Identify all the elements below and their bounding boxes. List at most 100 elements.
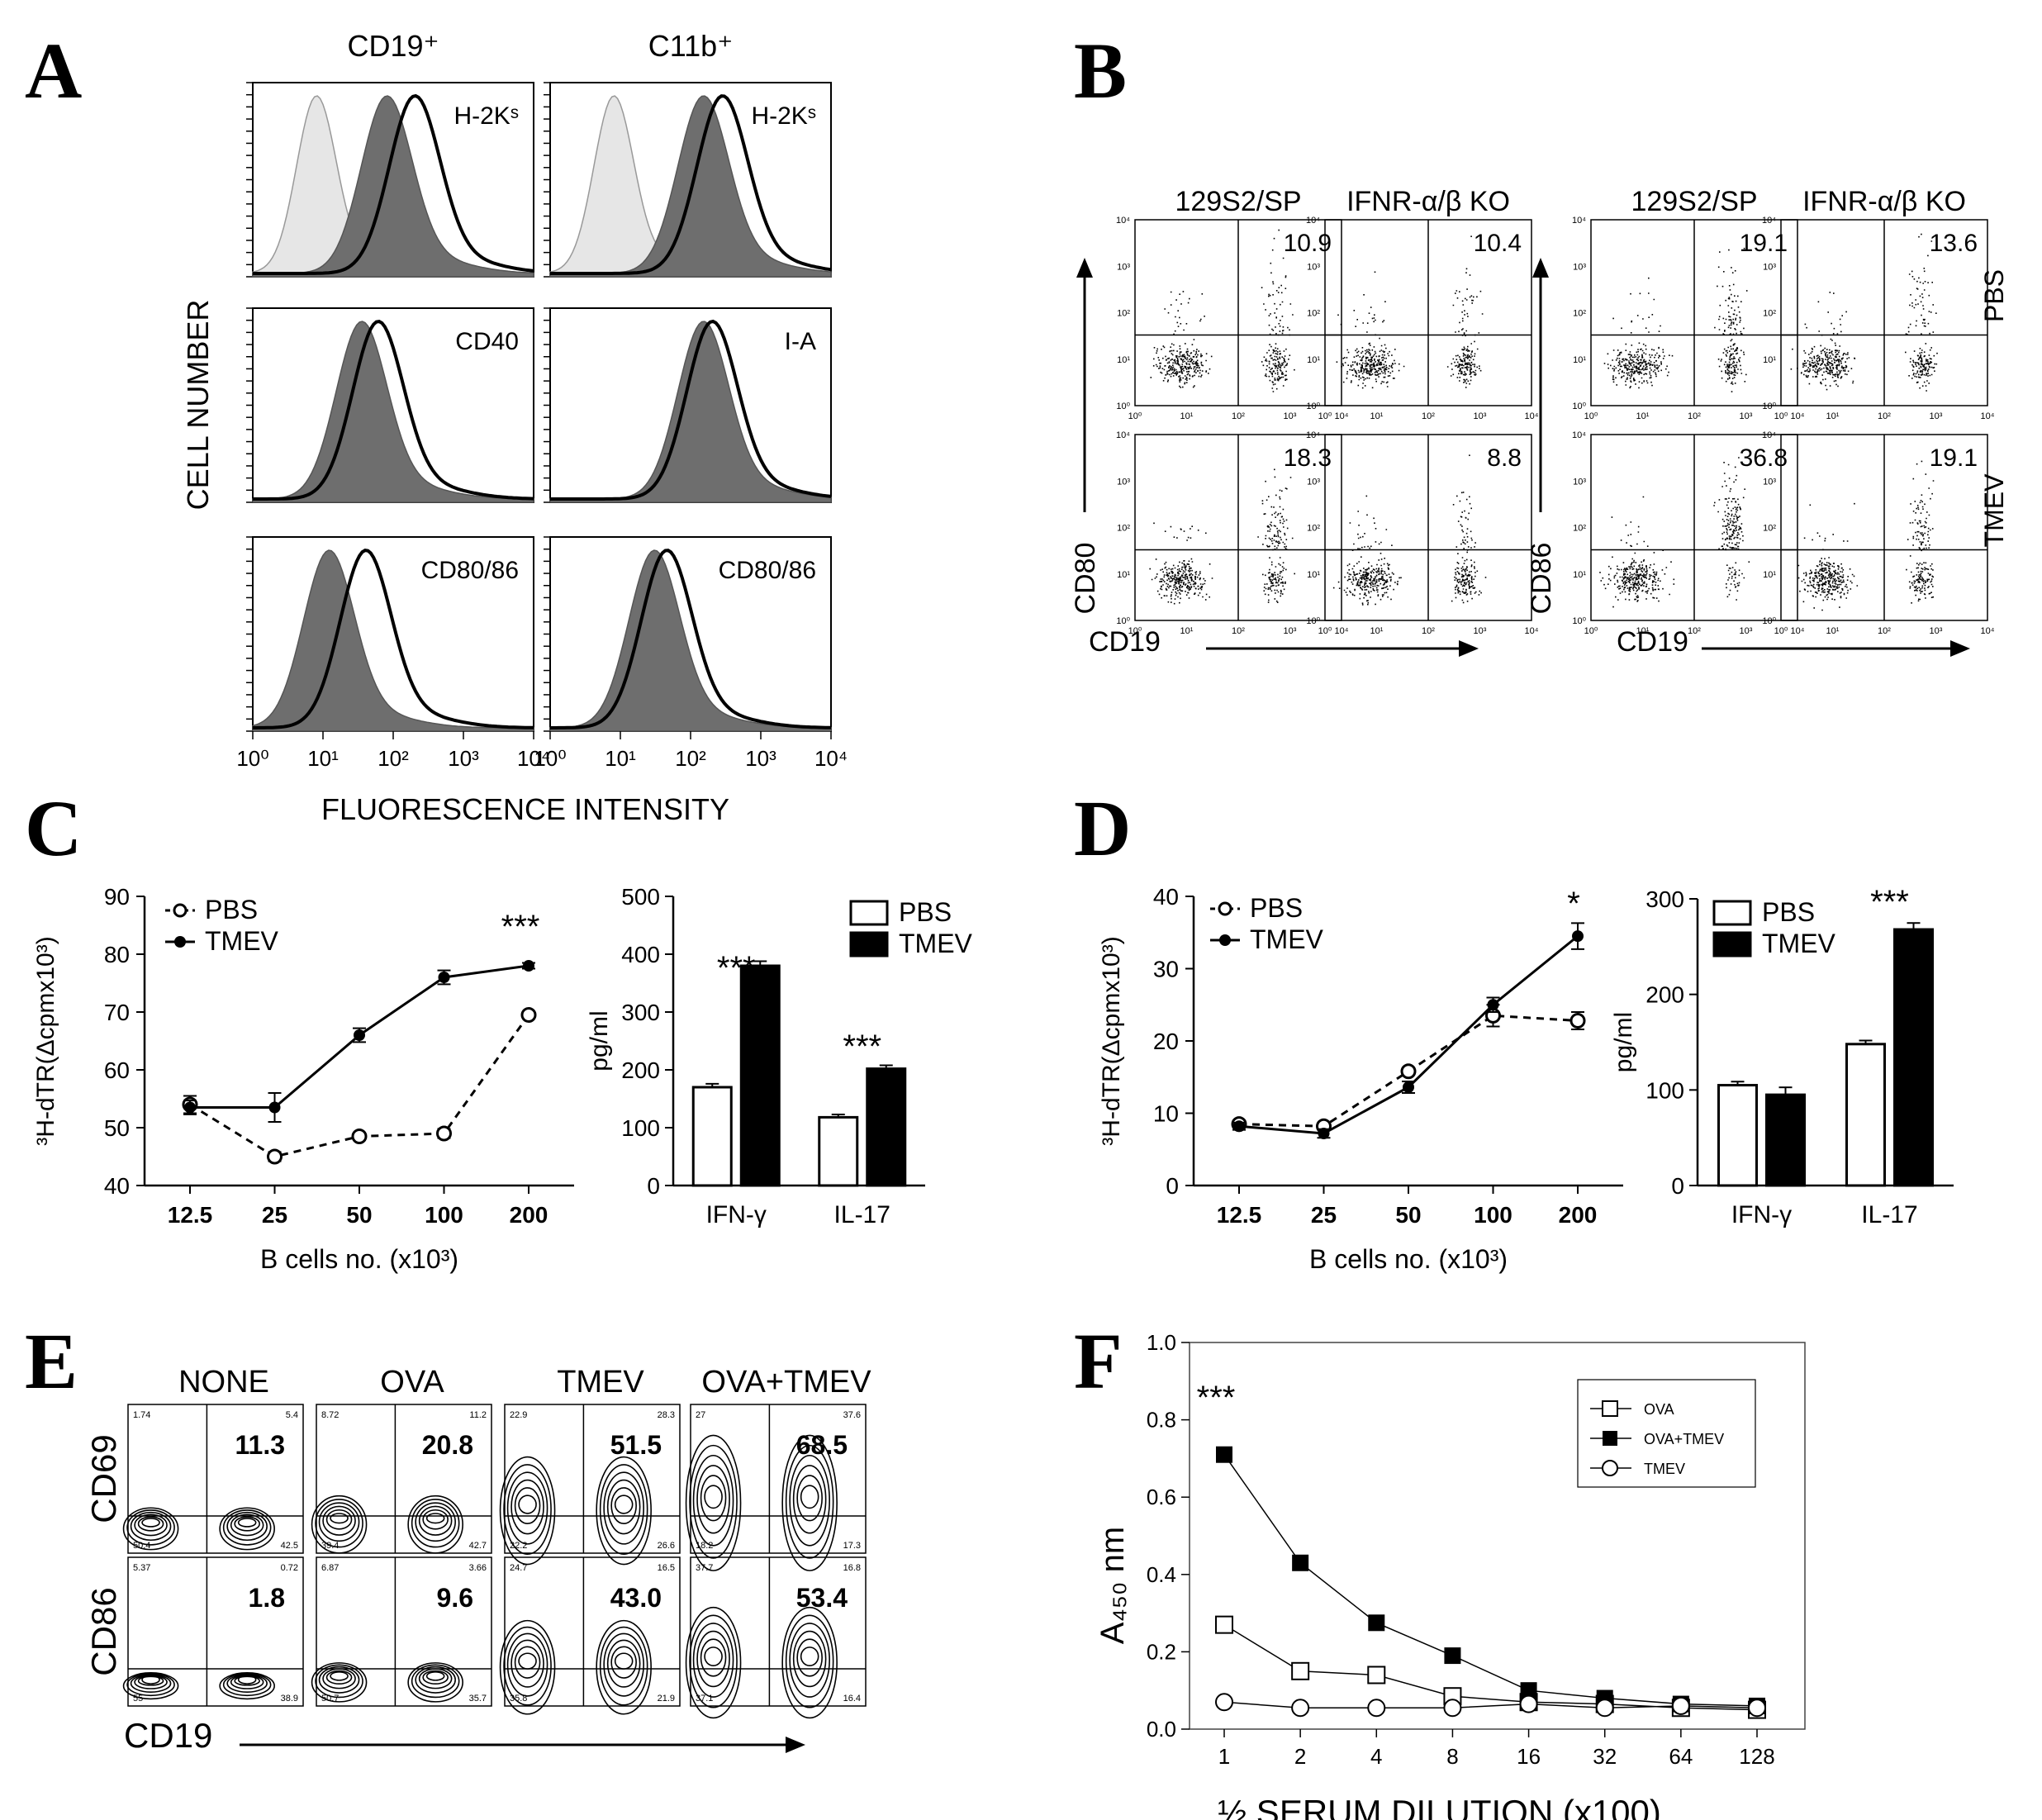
- y-tick-label: 10⁴: [1306, 430, 1320, 440]
- y-tick-label: 10¹: [1307, 570, 1320, 580]
- y-tick-label: 300: [621, 1000, 660, 1025]
- bar-tmev: [739, 964, 781, 1187]
- quadrant-corner-value: 3.66: [469, 1563, 487, 1573]
- histogram-cd19-cd80-86: CD80/86 10⁰ 10¹ 10² 10³ 10⁴: [236, 536, 550, 771]
- panel-c-line-line-chart: 40 50 60 70 80 90 12.5 25 50 100 200 ³H-dTR(Δcpmx10…: [32, 884, 574, 1274]
- contour-level: [789, 1623, 830, 1698]
- contour-level: [792, 1465, 827, 1534]
- contour-level: [506, 1471, 548, 1545]
- contour-level: [792, 1630, 827, 1688]
- x-tick-label: 10⁰: [1318, 626, 1332, 636]
- y-tick-label: 0.2: [1147, 1639, 1176, 1664]
- x-tick-label: 10⁰: [1774, 411, 1788, 421]
- histogram-open-curve: [550, 319, 832, 501]
- y-tick-label: 10⁰: [1762, 616, 1776, 626]
- y-tick-label: 10²: [1763, 309, 1776, 319]
- histogram-marker-label: CD80/86: [421, 557, 519, 584]
- contour-level: [126, 1509, 175, 1546]
- data-point: [1520, 1682, 1537, 1699]
- quadrant-corner-value: 37.1: [696, 1694, 713, 1704]
- quadrant-corner-value: 50.4: [133, 1541, 150, 1551]
- contour-level: [692, 1454, 734, 1547]
- data-point: [1367, 1666, 1386, 1685]
- contour-level: [800, 1647, 819, 1666]
- panel-b-column-title: 129S2/SP: [1631, 186, 1757, 217]
- y-tick-label: 10⁴: [1306, 216, 1320, 226]
- y-axis-label: pg/ml: [586, 1010, 613, 1071]
- contour-level: [230, 1675, 264, 1689]
- contour-frame: [127, 1556, 304, 1707]
- contour-frame: [127, 1404, 304, 1554]
- panel-e-column-title: TMEV: [557, 1365, 644, 1399]
- contour-level: [315, 1499, 363, 1548]
- y-tick-label: 0: [647, 1173, 660, 1199]
- contour-level: [130, 1511, 172, 1542]
- contour-plot-cd69-tmev: 22.9 28.3 22.2 26.6 51.5: [499, 1404, 681, 1566]
- panel-b-row-label: PBS: [1979, 269, 2009, 322]
- series-line: [1223, 1701, 1758, 1709]
- x-tick-label: 10¹: [605, 746, 636, 771]
- contour-frame: [316, 1404, 492, 1554]
- data-point: [436, 1125, 452, 1142]
- panel-e-x-arrow-head: [786, 1737, 805, 1753]
- data-point: [1292, 1554, 1309, 1571]
- contour-level: [325, 1670, 353, 1685]
- y-tick-label: 50: [104, 1115, 130, 1141]
- x-tick-label: 10²: [378, 746, 409, 771]
- x-tick-label: 10²: [1878, 626, 1891, 636]
- legend-label-tmev: TMEV: [205, 926, 279, 956]
- panel-b: 129S2/SP IFNR-α/β KO 129S2/SP IFNR-α/β KO PB…: [1070, 186, 2009, 658]
- x-tick-label: 10³: [448, 746, 479, 771]
- scatter-points: [1332, 454, 1487, 606]
- x-tick-label: IFN-γ: [1731, 1201, 1792, 1228]
- contour-level: [499, 1456, 556, 1566]
- y-tick-label: 10¹: [1763, 570, 1776, 580]
- histogram-open-curve: [253, 93, 534, 275]
- contour-level: [599, 1464, 648, 1556]
- y-tick-label: 200: [1645, 982, 1684, 1008]
- y-tick-label: 10²: [1763, 524, 1776, 534]
- x-tick-label: 10³: [1930, 626, 1943, 636]
- contour-frame: [316, 1556, 492, 1707]
- histogram-open-curve: [253, 549, 534, 729]
- y-tick-label: 10⁴: [1116, 430, 1130, 440]
- contour-level: [781, 1434, 838, 1571]
- bar-tmev: [1765, 1093, 1806, 1187]
- contour-level: [137, 1675, 164, 1686]
- x-tick-label: IFN-γ: [706, 1201, 767, 1228]
- y-tick-label: 90: [104, 884, 130, 910]
- contour-level: [425, 1513, 445, 1524]
- contour-level: [134, 1513, 168, 1537]
- quadrant-corner-value: 17.3: [843, 1541, 861, 1551]
- y-tick-label: 10: [1153, 1101, 1179, 1127]
- contour-plot-cd86-ova-tmev: 37.7 16.8 37.1 16.4 53.4: [685, 1556, 867, 1719]
- quadrant-corner-value: 39.4: [321, 1541, 339, 1551]
- panel-b-xlabel-right: CD19: [1617, 626, 1688, 658]
- quadrant-percentage: 18.3: [1284, 444, 1332, 472]
- x-tick-label: IL-17: [834, 1201, 890, 1228]
- panel-e-column-title: OVA+TMEV: [701, 1365, 871, 1399]
- contour-level: [222, 1509, 272, 1546]
- histogram-open-curve: [550, 549, 832, 729]
- legend-label-pbs: PBS: [205, 895, 258, 924]
- x-tick-label: 10²: [1878, 411, 1891, 421]
- contour-level: [596, 1619, 652, 1715]
- y-tick-label: 10¹: [1307, 355, 1320, 365]
- x-tick-label: 10²: [1422, 411, 1435, 421]
- quadrant-percentage: 19.1: [1740, 230, 1788, 257]
- x-tick-label: 10⁰: [1584, 626, 1598, 636]
- data-point: [1443, 1699, 1462, 1718]
- scatter-points: [1797, 460, 1935, 611]
- series-tmev: [183, 960, 535, 1123]
- contour-level: [407, 1662, 463, 1703]
- y-tick-label: 10¹: [1117, 355, 1130, 365]
- contour-level: [322, 1505, 356, 1536]
- scatter-points: [1599, 457, 1750, 608]
- quadrant-corner-value: 16.4: [843, 1694, 861, 1704]
- contour-level: [685, 1606, 742, 1719]
- contour-level: [226, 1674, 268, 1693]
- histogram-marker-label: H-2Kˢ: [751, 102, 816, 130]
- x-tick-label: 10⁴: [1335, 411, 1349, 421]
